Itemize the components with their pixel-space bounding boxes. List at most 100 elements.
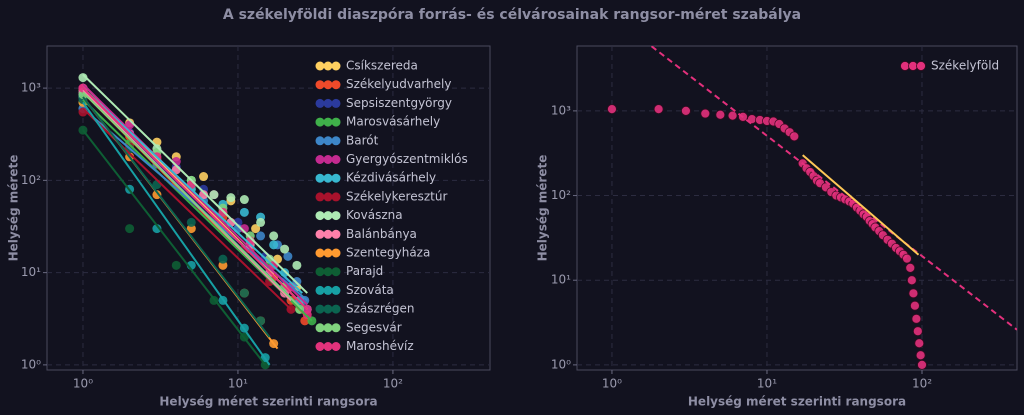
legend-marker (315, 285, 325, 295)
legend-marker (331, 267, 341, 277)
legend-marker (315, 323, 325, 333)
point (681, 105, 691, 116)
point (239, 207, 249, 217)
legend-marker (315, 304, 325, 314)
legend-label: Kovászna (346, 208, 403, 222)
y-axis-label: Helység mérete (7, 155, 21, 262)
legend-marker (323, 211, 333, 221)
point (908, 288, 919, 299)
legend-marker (315, 267, 325, 277)
x-tick-label: 10⁰ (602, 377, 622, 391)
legend-marker (331, 192, 341, 202)
legend-marker (315, 98, 325, 108)
point (78, 73, 88, 83)
fit-line (82, 83, 308, 306)
point (912, 326, 923, 337)
legend-marker (331, 229, 341, 239)
legend-marker (315, 117, 325, 127)
x-tick-label: 10² (912, 377, 932, 391)
legend-marker (315, 80, 325, 90)
y-tick-label: 10⁰ (551, 357, 571, 371)
point (125, 224, 135, 234)
fit-line (82, 73, 308, 294)
legend-marker (331, 155, 341, 164)
legend-marker (323, 98, 333, 108)
point (906, 275, 917, 286)
y-tick-label: 10³ (21, 81, 41, 95)
fit-line (650, 46, 1017, 331)
point (915, 350, 926, 361)
legend-marker (331, 285, 341, 295)
point (280, 244, 290, 254)
legend-label: Maroshévíz (346, 339, 414, 353)
legend-marker (331, 136, 341, 146)
point (283, 251, 293, 261)
legend-label: Gyergyószentmiklós (346, 152, 468, 166)
point (152, 224, 162, 234)
legend-label: Székelyföld (931, 59, 999, 73)
legend-marker (331, 117, 341, 127)
legend-marker (323, 173, 333, 183)
legend-label: Csíkszereda (346, 59, 418, 73)
legend-marker (331, 211, 341, 221)
point (653, 104, 664, 114)
legend-marker (331, 98, 341, 108)
legend-marker (331, 304, 341, 314)
legend-marker (315, 248, 325, 258)
fit-line (82, 87, 303, 294)
plot-layer (78, 73, 317, 370)
point (199, 190, 209, 200)
point (910, 300, 920, 311)
legend-label: Szováta (346, 283, 394, 297)
x-tick-label: 10⁰ (73, 377, 93, 391)
legend-label: Székelykeresztúr (346, 189, 447, 203)
fit-line (802, 154, 920, 256)
point (302, 310, 312, 320)
legend-marker (315, 155, 325, 164)
legend-label: Szentegyháza (346, 246, 430, 260)
legend-marker (315, 342, 325, 351)
x-tick-label: 10¹ (757, 377, 777, 391)
legend-marker (315, 192, 325, 202)
y-tick-label: 10¹ (551, 273, 571, 287)
legend-label: Parajd (346, 264, 383, 278)
plot-area (46, 45, 491, 371)
point (251, 224, 261, 234)
x-tick-label: 10¹ (228, 377, 248, 391)
point (256, 231, 266, 241)
legend-marker (331, 342, 341, 351)
point (239, 288, 249, 298)
legend-marker (323, 155, 333, 164)
legend-marker (331, 80, 341, 90)
point (269, 231, 279, 241)
point (607, 104, 617, 114)
legend-marker (331, 61, 341, 71)
point (911, 313, 922, 324)
fit-line (82, 96, 271, 338)
legend-label: Barót (346, 133, 379, 147)
point (199, 172, 209, 182)
x-axis-label: Helység méret szerinti rangsora (688, 395, 906, 409)
legend-marker (323, 304, 333, 314)
y-tick-label: 10³ (551, 103, 571, 117)
y-tick-label: 10² (551, 188, 571, 202)
fit-line (82, 129, 267, 366)
x-axis-label: Helység méret szerinti rangsora (159, 395, 377, 409)
legend-marker (323, 192, 333, 202)
figure-title: A székelyföldi diaszpóra forrás- és célv… (223, 7, 801, 23)
legend-label: Segesvár (346, 320, 402, 334)
legend-label: Marosvásárhely (346, 115, 440, 129)
legend-marker (331, 323, 341, 333)
point (789, 131, 800, 142)
legend-label: Székelyudvarhely (346, 77, 451, 91)
legend-marker (315, 173, 325, 183)
point (292, 260, 302, 270)
legend-marker (331, 173, 341, 183)
legend-marker (323, 229, 333, 239)
fit-line (82, 87, 308, 311)
fit-line (82, 101, 271, 366)
legend-marker (323, 117, 333, 127)
legend-marker (323, 342, 333, 351)
fit-line (82, 91, 303, 311)
